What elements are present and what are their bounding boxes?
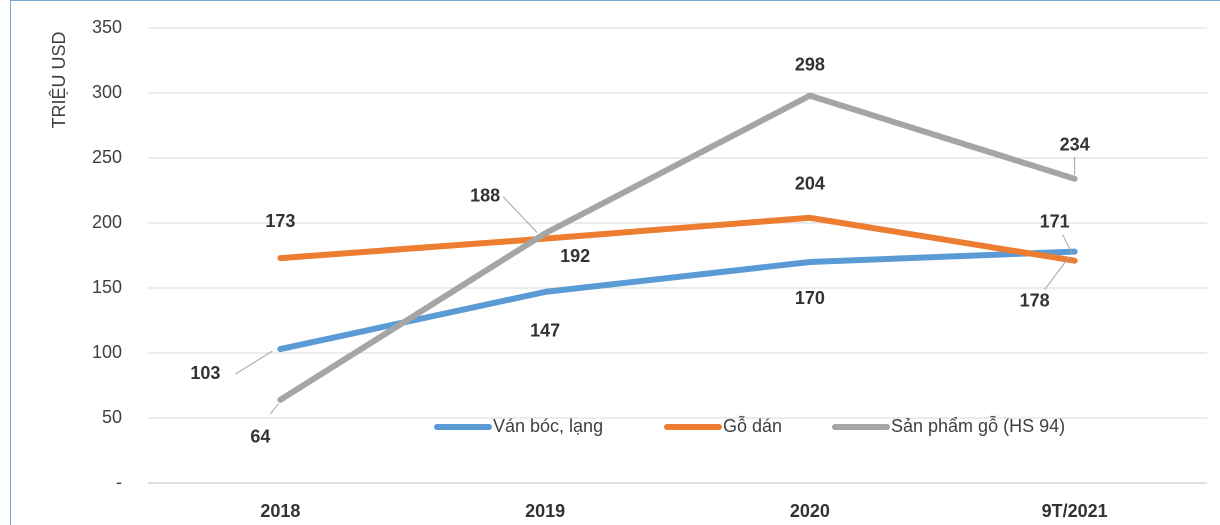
legend-label: Ván bóc, lạng: [493, 416, 603, 436]
y-tick-label: 100: [92, 342, 122, 362]
data-label: 298: [795, 54, 825, 74]
legend-label: Sản phẩm gỗ (HS 94): [891, 415, 1065, 436]
x-tick-label: 9T/2021: [1042, 501, 1108, 521]
x-tick-label: 2018: [260, 501, 300, 521]
x-tick-label: 2020: [790, 501, 830, 521]
y-tick-label: 250: [92, 147, 122, 167]
leader-line: [269, 403, 279, 415]
y-tick-label: 350: [92, 17, 122, 37]
data-label: 64: [250, 427, 270, 447]
data-label: 204: [795, 174, 825, 194]
leader-line: [1044, 257, 1070, 290]
y-axis-label: TRIỆU USD: [49, 31, 69, 128]
series-line: [277, 248, 1078, 353]
data-label: 147: [530, 321, 560, 341]
y-tick-label: 300: [92, 82, 122, 102]
data-label: 192: [560, 246, 590, 266]
data-label: 234: [1060, 135, 1090, 155]
data-label: 173: [265, 211, 295, 231]
data-label: 103: [190, 363, 220, 383]
data-label: 178: [1020, 290, 1050, 310]
series-line: [277, 214, 1078, 264]
leader-line: [502, 196, 538, 233]
leader-line: [1062, 234, 1074, 255]
y-tick-label: 200: [92, 212, 122, 232]
series-line: [277, 92, 1078, 403]
y-tick-label: -: [116, 472, 122, 492]
leader-line: [235, 350, 273, 375]
data-label: 188: [470, 185, 500, 205]
y-tick-label: 50: [102, 407, 122, 427]
chart-border: [10, 0, 1220, 525]
x-tick-label: 2019: [525, 501, 565, 521]
data-label: 170: [795, 288, 825, 308]
y-tick-label: 150: [92, 277, 122, 297]
legend-label: Gỗ dán: [723, 415, 782, 436]
data-label: 171: [1040, 211, 1070, 231]
